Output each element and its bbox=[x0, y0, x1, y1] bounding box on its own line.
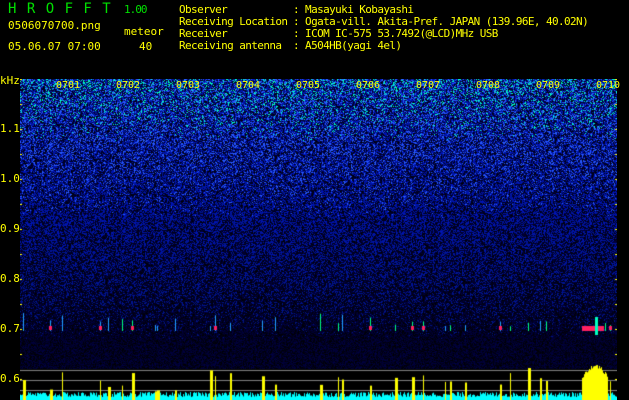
info-value: : A504HB(yagi 4el) bbox=[293, 39, 402, 52]
meteor-count: 40 bbox=[139, 40, 153, 53]
x-tick-label: 0707 bbox=[416, 80, 441, 91]
y-tick-label: 0.7 bbox=[0, 322, 20, 335]
x-tick-label: 0702 bbox=[116, 80, 141, 91]
x-tick-label: 0704 bbox=[236, 80, 261, 91]
meteor-label: meteor bbox=[124, 25, 164, 38]
datetime: 05.06.07 07:00 bbox=[8, 40, 101, 53]
x-tick-label: 0703 bbox=[176, 80, 201, 91]
x-tick-label: 0706 bbox=[356, 80, 381, 91]
info-label: Receiving Location bbox=[179, 15, 288, 28]
info-label: Receiving antenna bbox=[179, 39, 282, 52]
y-tick-label: 1.0 bbox=[0, 172, 20, 185]
x-tick-label: 0705 bbox=[296, 80, 321, 91]
x-tick-label: 0709 bbox=[536, 80, 561, 91]
x-tick-label: 0701 bbox=[56, 80, 81, 91]
spectrogram bbox=[20, 79, 617, 400]
app-title: H R O F F T bbox=[8, 1, 112, 17]
info-value: : ICOM IC-575 53.7492(@LCD)MHz USB bbox=[293, 27, 498, 40]
info-value: : Ogata-vill. Akita-Pref. JAPAN (139.96E… bbox=[293, 15, 589, 28]
info-label: Observer bbox=[179, 3, 228, 16]
y-tick-label: 0.9 bbox=[0, 222, 20, 235]
filename: 0506070700.png bbox=[8, 19, 101, 32]
y-axis-label: kHz bbox=[0, 74, 20, 87]
x-tick-label: 0708 bbox=[476, 80, 501, 91]
info-value: : Masayuki Kobayashi bbox=[293, 3, 414, 16]
info-label: Receiver bbox=[179, 27, 228, 40]
y-tick-label: 0.6 bbox=[0, 372, 20, 385]
y-tick-label: 1.1 bbox=[0, 122, 20, 135]
x-tick-label: 0710 bbox=[596, 80, 621, 91]
y-tick-label: 0.8 bbox=[0, 272, 20, 285]
app-version: 1.00 bbox=[124, 3, 147, 16]
